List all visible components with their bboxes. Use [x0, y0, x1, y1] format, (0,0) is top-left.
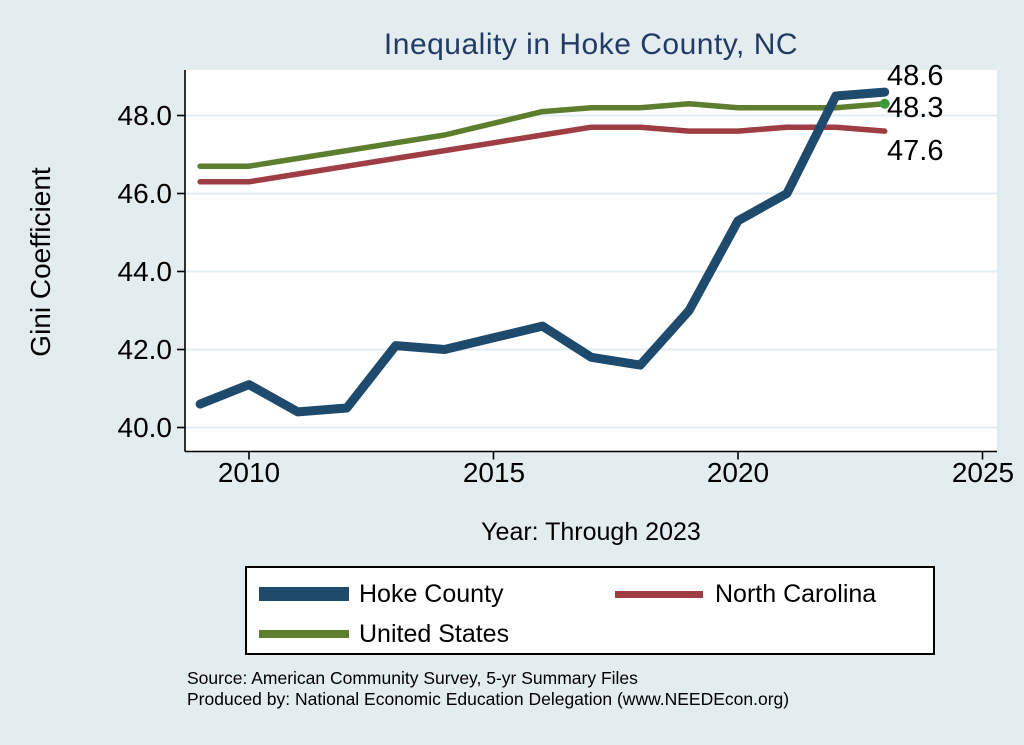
- y-tick-label-40: 40.0: [117, 412, 173, 443]
- y-tick-label-48: 48.0: [117, 100, 173, 131]
- end-marker-united-states: [879, 98, 890, 109]
- legend-label-hoke-county: Hoke County: [359, 580, 504, 608]
- y-tick-label-46: 46.0: [117, 178, 173, 209]
- end-label-united-states: 48.3: [887, 92, 944, 124]
- source-note: Source: American Community Survey, 5-yr …: [187, 668, 967, 710]
- source-line-1: Source: American Community Survey, 5-yr …: [187, 668, 638, 688]
- x-tick-label-2020: 2020: [706, 457, 770, 488]
- legend-swatch-north-carolina: [615, 591, 703, 598]
- y-tick-label-42: 42.0: [117, 334, 173, 365]
- x-tick-label-2015: 2015: [462, 457, 526, 488]
- legend-swatch-hoke-county: [259, 587, 349, 601]
- series-line-hoke-county: [195, 87, 890, 417]
- x-tick-label-2010: 2010: [217, 457, 281, 488]
- series-line-united-states: [197, 101, 888, 169]
- legend-swatch-united-states: [259, 630, 349, 638]
- source-line-2: Produced by: National Economic Education…: [187, 689, 790, 709]
- plot-background: [185, 70, 997, 452]
- end-label-hoke-county: 48.6: [887, 60, 944, 92]
- legend-label-north-carolina: North Carolina: [715, 580, 877, 608]
- series-line-north-carolina: [197, 124, 888, 185]
- chart-title: Inequality in Hoke County, NC: [383, 28, 799, 61]
- y-tick-label-44: 44.0: [117, 256, 173, 287]
- end-label-north-carolina: 47.6: [887, 135, 944, 167]
- legend-label-united-states: United States: [359, 620, 510, 648]
- x-tick-label-2025: 2025: [951, 457, 1015, 488]
- legend: Hoke County North Carolina United States: [245, 566, 935, 655]
- y-axis-title: Gini Coefficient: [25, 167, 56, 357]
- x-axis-title: Year: Through 2023: [481, 518, 701, 546]
